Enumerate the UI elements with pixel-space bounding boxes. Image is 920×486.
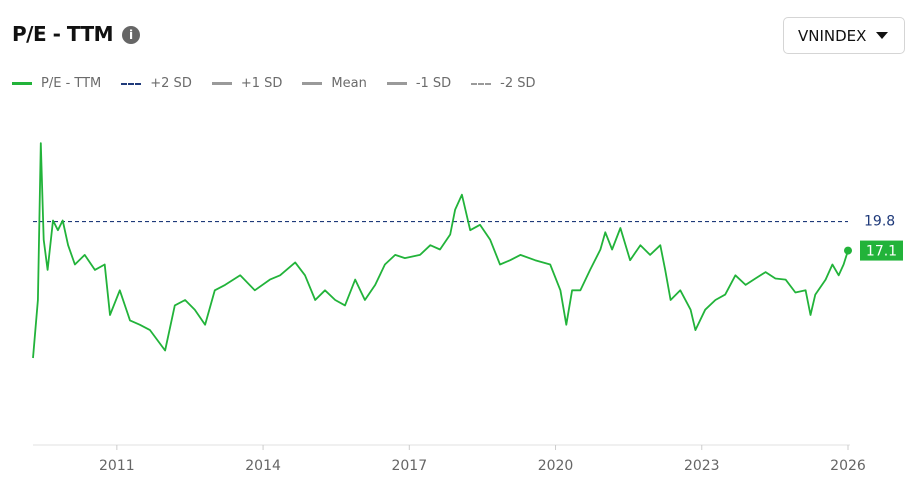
legend-swatch xyxy=(471,82,492,85)
dropdown-label: VNINDEX xyxy=(798,26,867,45)
legend-item[interactable]: P/E - TTM xyxy=(12,76,101,91)
legend-item[interactable]: -1 SD xyxy=(386,76,452,91)
legend-label: +1 SD xyxy=(240,76,283,91)
legend-item[interactable]: Mean xyxy=(302,76,367,91)
x-tick-label: 2014 xyxy=(245,458,281,474)
legend-label: +2 SD xyxy=(150,76,192,91)
x-tick-label: 2017 xyxy=(391,458,427,474)
legend-label: -2 SD xyxy=(500,76,536,91)
x-tick-label: 2023 xyxy=(684,458,720,474)
legend-swatch xyxy=(12,82,32,85)
chart-title: P/E - TTM xyxy=(12,22,114,46)
reference-label: 19.8 xyxy=(864,214,895,230)
index-dropdown[interactable]: VNINDEX xyxy=(783,17,905,54)
legend-item[interactable]: -2 SD xyxy=(471,76,536,91)
legend-swatch xyxy=(121,82,142,85)
legend-swatch xyxy=(211,82,232,85)
legend-label: Mean xyxy=(331,76,367,91)
legend: P/E - TTM +2 SD +1 SD Mean -1 SD -2 SD xyxy=(12,76,536,91)
last-value-label: 17.1 xyxy=(866,244,897,260)
pe-line xyxy=(32,142,849,359)
legend-label: P/E - TTM xyxy=(41,76,102,91)
x-tick-label: 2020 xyxy=(538,458,574,474)
info-icon[interactable]: i xyxy=(122,26,140,44)
x-tick-label: 2011 xyxy=(99,458,135,474)
legend-swatch xyxy=(386,82,407,85)
last-value-badge xyxy=(860,240,903,261)
legend-swatch xyxy=(302,82,323,85)
legend-item[interactable]: +1 SD xyxy=(211,76,283,91)
last-point xyxy=(844,246,852,255)
x-tick-label: 2026 xyxy=(830,458,866,474)
legend-label: -1 SD xyxy=(415,76,452,91)
caret xyxy=(876,32,889,39)
legend-item[interactable]: +2 SD xyxy=(121,76,192,91)
